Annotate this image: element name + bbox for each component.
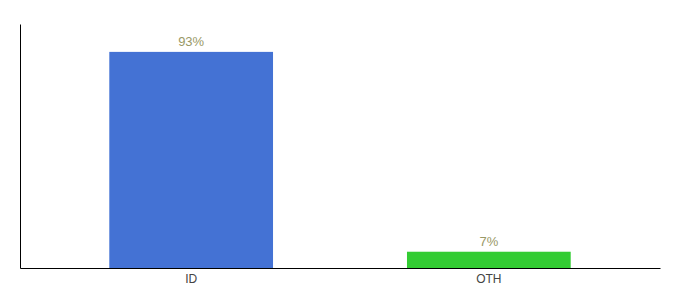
x-tick-label: OTH bbox=[476, 272, 501, 286]
x-tick: ID bbox=[185, 272, 197, 286]
bars bbox=[109, 52, 570, 268]
data-label: 7% bbox=[479, 234, 498, 249]
chart-container: ID OTH 93% 7% bbox=[0, 0, 680, 300]
bar bbox=[109, 52, 273, 268]
data-labels: 93% 7% bbox=[178, 34, 499, 249]
x-axis-line bbox=[21, 268, 661, 269]
y-axis bbox=[20, 25, 21, 269]
bar bbox=[407, 252, 571, 268]
x-axis: ID OTH bbox=[21, 269, 661, 286]
x-tick: OTH bbox=[476, 272, 501, 286]
data-label: 93% bbox=[178, 34, 204, 49]
chart: ID OTH 93% 7% bbox=[0, 0, 680, 300]
y-axis-line bbox=[20, 25, 21, 269]
x-tick-label: ID bbox=[185, 272, 197, 286]
